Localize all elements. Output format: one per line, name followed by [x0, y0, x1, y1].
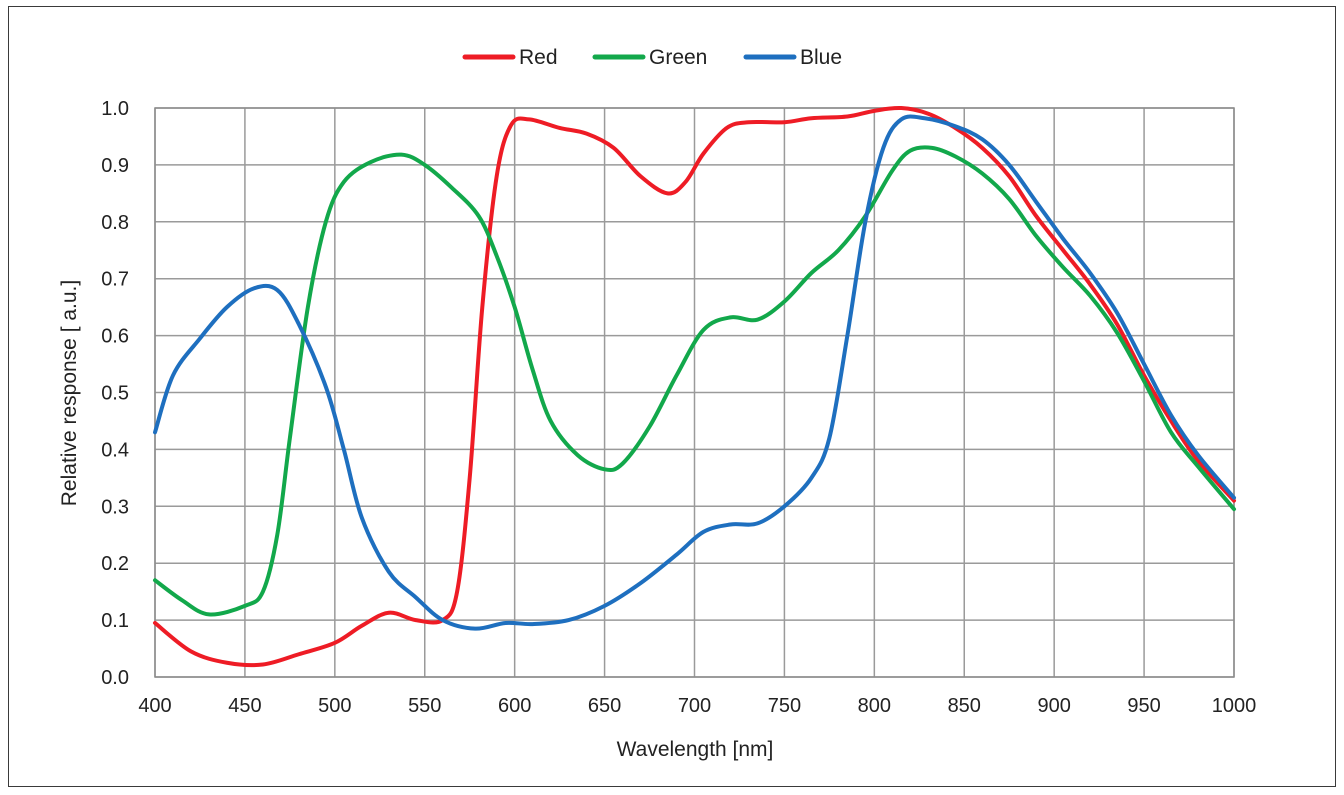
chart-frame [8, 6, 1336, 787]
x-tick-label: 700 [678, 695, 711, 717]
legend-label-blue: Blue [800, 46, 842, 69]
y-tick-label: 1.0 [101, 98, 129, 120]
legend-label-green: Green [649, 46, 707, 69]
plot-area [154, 107, 1235, 678]
y-tick-label: 0.7 [101, 269, 129, 291]
x-tick-labels: 400 450 500 550 600 650 700 750 800 850 900 950 1000 [138, 695, 1256, 717]
y-tick-label: 0.1 [101, 610, 129, 632]
y-tick-label: 0.2 [101, 553, 129, 575]
x-tick-label: 650 [588, 695, 621, 717]
y-tick-labels: 0.0 0.1 0.2 0.3 0.4 0.5 0.6 0.7 0.8 0.9 1.0 [101, 98, 129, 689]
x-axis-title: Wavelength [nm] [617, 738, 774, 761]
grid-layer [154, 107, 1235, 678]
y-tick-label: 0.5 [101, 383, 129, 405]
x-tick-label: 800 [858, 695, 891, 717]
x-tick-label: 500 [318, 695, 351, 717]
x-tick-label: 450 [228, 695, 261, 717]
y-tick-label: 0.4 [101, 439, 129, 461]
x-tick-label: 400 [138, 695, 171, 717]
y-tick-label: 0.3 [101, 496, 129, 518]
y-tick-label: 0.9 [101, 155, 129, 177]
x-tick-label: 750 [768, 695, 801, 717]
x-tick-label: 850 [948, 695, 981, 717]
x-tick-label: 900 [1037, 695, 1070, 717]
x-tick-label: 600 [498, 695, 531, 717]
y-axis-title: Relative response [ a.u.] [58, 280, 81, 506]
x-tick-label: 950 [1127, 695, 1160, 717]
y-tick-label: 0.0 [101, 667, 129, 689]
blue-series-line [153, 114, 1236, 631]
x-tick-label: 1000 [1212, 695, 1257, 717]
legend: Red Green Blue [462, 46, 842, 69]
green-series-line [153, 145, 1236, 617]
legend-label-red: Red [519, 46, 558, 69]
y-tick-label: 0.6 [101, 326, 129, 348]
x-tick-label: 550 [408, 695, 441, 717]
y-tick-label: 0.8 [101, 212, 129, 234]
series-layer [153, 105, 1236, 668]
red-series-line [153, 105, 1236, 668]
